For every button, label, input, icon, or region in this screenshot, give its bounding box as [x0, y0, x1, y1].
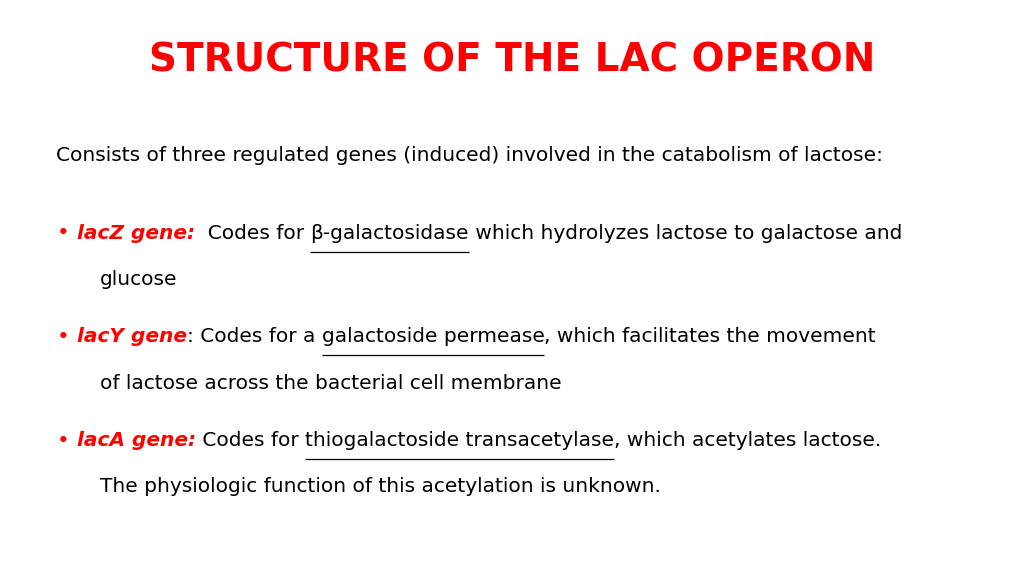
Text: Codes for: Codes for — [196, 431, 305, 450]
Text: STRUCTURE OF THE LAC OPERON: STRUCTURE OF THE LAC OPERON — [148, 41, 876, 79]
Text: glucose: glucose — [100, 270, 178, 289]
Text: : Codes for a: : Codes for a — [186, 328, 322, 346]
Text: •: • — [56, 431, 69, 450]
Text: β-galactosidase: β-galactosidase — [310, 224, 469, 242]
Text: , which acetylates lactose.: , which acetylates lactose. — [614, 431, 882, 450]
Text: •: • — [56, 327, 69, 347]
Text: lacY gene: lacY gene — [77, 328, 186, 346]
Text: , which facilitates the movement: , which facilitates the movement — [545, 328, 877, 346]
Text: of lactose across the bacterial cell membrane: of lactose across the bacterial cell mem… — [100, 374, 562, 392]
Text: •: • — [56, 223, 69, 243]
Text: which hydrolyzes lactose to galactose and: which hydrolyzes lactose to galactose an… — [469, 224, 902, 242]
Text: The physiologic function of this acetylation is unknown.: The physiologic function of this acetyla… — [100, 478, 662, 496]
Text: galactoside permease: galactoside permease — [322, 328, 545, 346]
Text: lacZ gene:: lacZ gene: — [77, 224, 195, 242]
Text: Consists of three regulated genes (induced) involved in the catabolism of lactos: Consists of three regulated genes (induc… — [56, 146, 884, 165]
Text: Codes for: Codes for — [195, 224, 310, 242]
Text: lacA gene:: lacA gene: — [77, 431, 196, 450]
Text: thiogalactoside transacetylase: thiogalactoside transacetylase — [305, 431, 614, 450]
